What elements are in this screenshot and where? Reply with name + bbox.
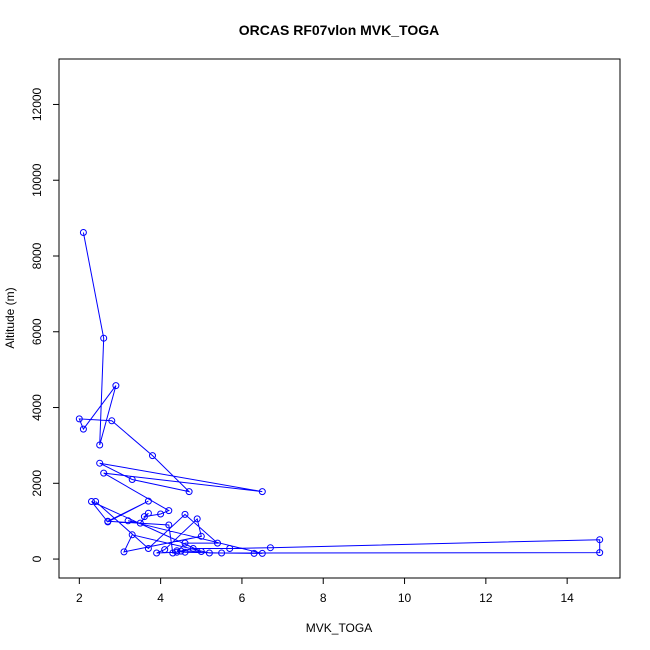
data-series (75, 229, 604, 557)
data-point (258, 549, 266, 557)
x-tick-label: 14 (560, 591, 574, 605)
y-tick-label: 12000 (30, 87, 44, 121)
x-axis-label: MVK_TOGA (306, 621, 372, 635)
data-point (197, 532, 205, 540)
data-point (157, 510, 165, 518)
data-point (258, 488, 266, 496)
data-point (120, 548, 128, 556)
data-point (596, 536, 604, 544)
data-point (193, 515, 201, 523)
data-point (181, 539, 189, 547)
x-tick-label: 4 (157, 591, 164, 605)
data-point (181, 548, 189, 556)
data-point (149, 452, 156, 460)
y-tick-label: 2000 (30, 470, 44, 497)
data-point (128, 476, 136, 483)
data-point (205, 549, 213, 557)
data-point (75, 415, 83, 423)
data-point (181, 510, 189, 518)
data-point (185, 488, 193, 496)
data-point (96, 441, 104, 449)
data-point (177, 547, 185, 555)
data-point (169, 549, 177, 557)
data-point (214, 539, 221, 547)
data-point (144, 509, 152, 517)
data-point (189, 545, 197, 552)
data-point (173, 548, 181, 556)
y-tick-label: 8000 (30, 242, 44, 269)
data-point (596, 549, 604, 557)
data-point (144, 545, 152, 552)
data-point (108, 417, 116, 425)
data-point (100, 469, 108, 477)
x-tick-label: 12 (479, 591, 493, 605)
data-point (218, 549, 226, 557)
data-point (124, 517, 132, 525)
data-point (144, 497, 152, 505)
data-point (112, 382, 120, 390)
data-point (79, 425, 87, 433)
data-point (79, 229, 87, 236)
data-point (161, 546, 169, 554)
x-tick-label: 6 (239, 591, 246, 605)
data-point (165, 521, 173, 529)
data-point (266, 544, 274, 552)
y-tick-label: 10000 (30, 163, 44, 197)
x-tick-label: 10 (398, 591, 412, 605)
data-point (140, 513, 148, 521)
data-point (128, 531, 136, 539)
data-point (104, 517, 112, 525)
x-tick-label: 2 (76, 591, 83, 605)
data-point (153, 549, 161, 557)
y-tick-label: 6000 (30, 318, 44, 345)
y-axis-label: Altitude (m) (3, 287, 17, 348)
data-point (96, 459, 104, 467)
chart-title: ORCAS RF07vlon MVK_TOGA (239, 22, 439, 38)
y-tick-label: 0 (30, 555, 44, 562)
y-axis: 0 2000 4000 6000 8000 10000 12000 (30, 87, 60, 562)
data-point (88, 498, 95, 505)
data-point (197, 548, 205, 555)
x-tick-label: 8 (320, 591, 327, 605)
data-point (250, 549, 258, 557)
data-point (100, 334, 108, 342)
data-point (92, 498, 100, 505)
y-tick-label: 4000 (30, 394, 44, 421)
data-point (136, 519, 144, 527)
x-axis: 2 4 6 8 10 12 14 (76, 577, 574, 605)
data-point (165, 507, 173, 515)
data-point (226, 545, 234, 552)
